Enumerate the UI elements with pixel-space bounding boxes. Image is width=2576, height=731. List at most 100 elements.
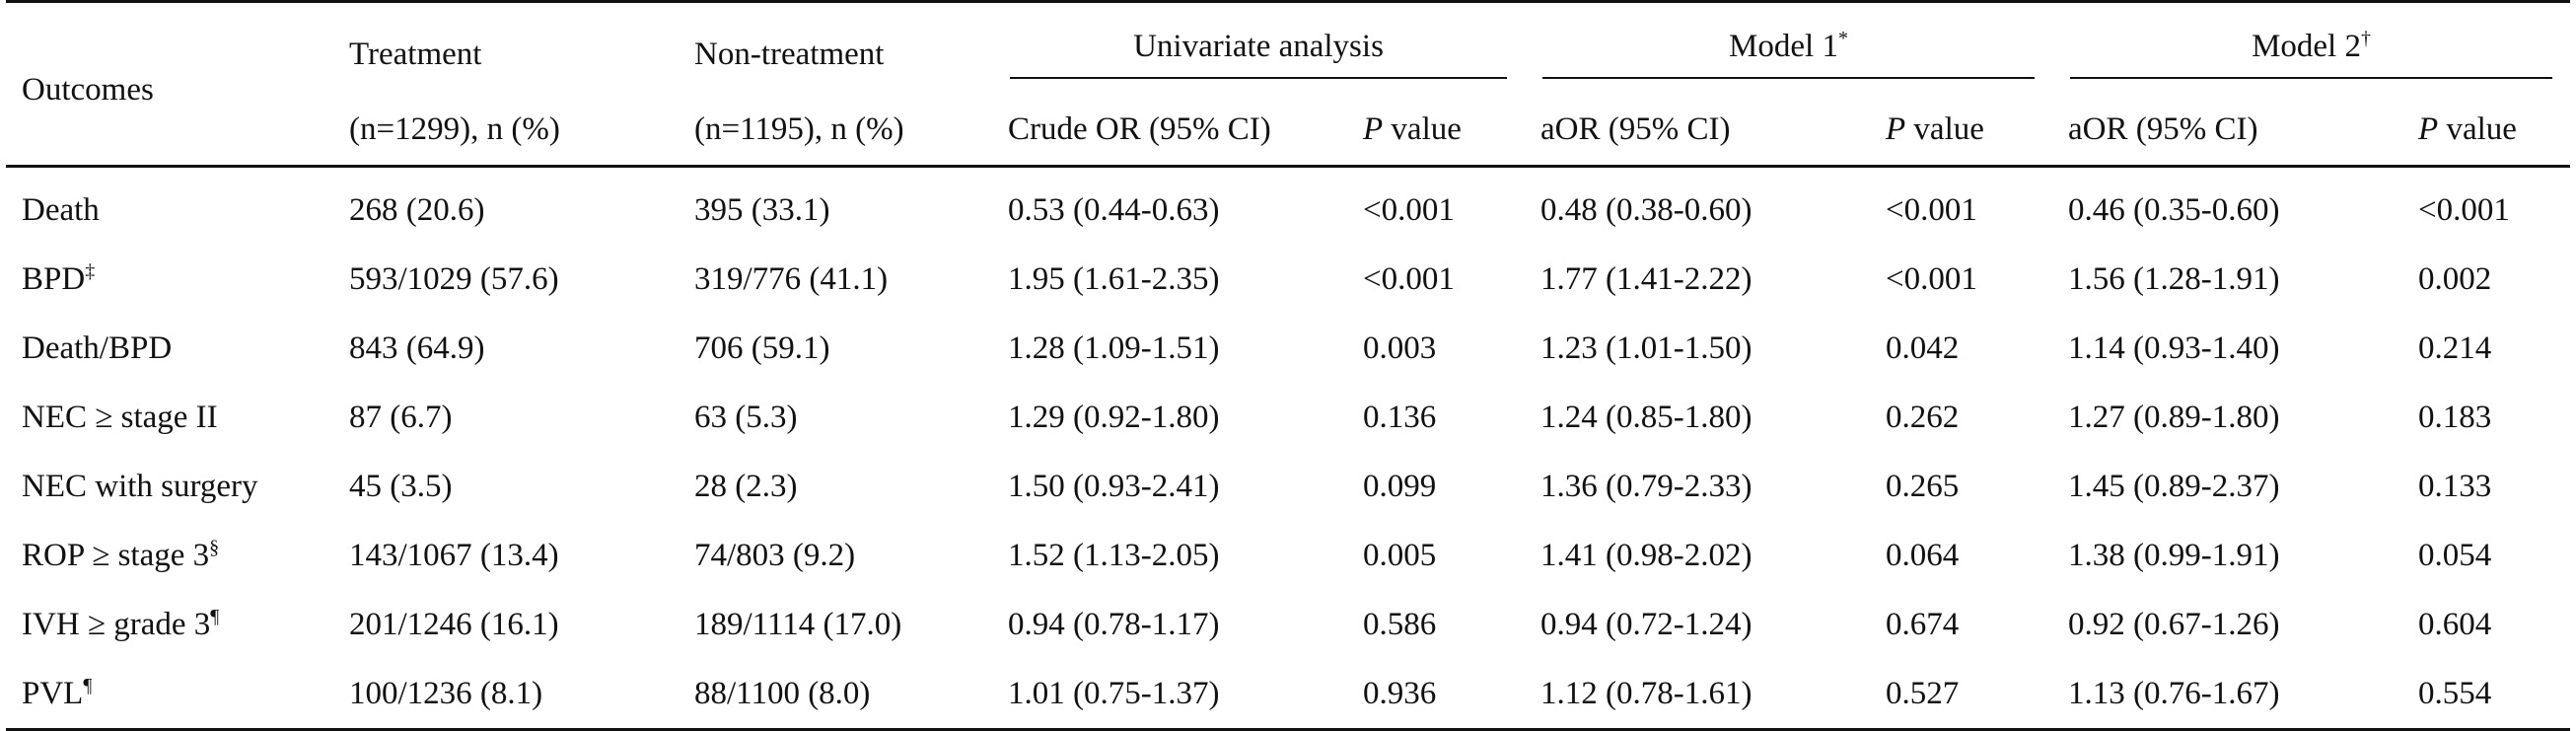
model1-rule xyxy=(1542,76,2036,79)
cell-nontreatment: 88/1100 (8.0) xyxy=(694,675,871,711)
cell-m2-aor: 1.56 (1.28-1.91) xyxy=(2068,260,2280,297)
cell-m2-aor: 1.27 (0.89-1.80) xyxy=(2068,399,2280,435)
cell-outcome: PVL¶ xyxy=(6,659,333,730)
cell-m1-p: 0.674 xyxy=(1886,606,1960,642)
cell-outcome: Death xyxy=(6,167,333,246)
cell-m1-p: 0.064 xyxy=(1886,537,1960,573)
cell-m1-p: <0.001 xyxy=(1886,191,1977,228)
cell-crude-p: 0.003 xyxy=(1363,329,1437,366)
cell-treatment: 268 (20.6) xyxy=(349,191,485,228)
cell-treatment: 843 (64.9) xyxy=(349,329,485,366)
outcome-footnote-mark: ‡ xyxy=(85,259,96,282)
header-nontreatment-line2: (n=1195), n (%) xyxy=(694,110,904,147)
table-row: IVH ≥ grade 3¶ 201/1246 (16.1) 189/1114 … xyxy=(6,590,2570,659)
outcome-label: PVL xyxy=(22,675,84,711)
header-univariate: Univariate analysis xyxy=(992,2,1525,95)
cell-m1-aor: 1.23 (1.01-1.50) xyxy=(1540,329,1753,366)
header-nontreatment-line1: Non-treatment xyxy=(694,36,885,72)
outcome-label: Death xyxy=(22,191,100,228)
cell-treatment: 201/1246 (16.1) xyxy=(349,606,559,642)
cell-m2-aor: 0.92 (0.67-1.26) xyxy=(2068,606,2280,642)
outcome-label: BPD xyxy=(22,260,86,297)
header-treatment-line2: (n=1299), n (%) xyxy=(349,110,560,147)
cell-treatment: 87 (6.7) xyxy=(349,399,453,435)
cell-m2-p: 0.554 xyxy=(2418,675,2492,711)
cell-crude-or: 1.29 (0.92-1.80) xyxy=(1008,399,1220,435)
outcome-label: NEC ≥ stage II xyxy=(22,399,218,435)
cell-nontreatment: 189/1114 (17.0) xyxy=(694,606,902,642)
model2-footnote-mark: † xyxy=(2360,27,2371,49)
cell-m1-aor: 1.41 (0.98-2.02) xyxy=(1540,537,1753,573)
cell-m1-aor: 1.77 (1.41-2.22) xyxy=(1540,260,1753,297)
header-m1-p: P value xyxy=(1870,94,2052,167)
model1-footnote-mark: * xyxy=(1837,27,1848,49)
outcome-footnote-mark: § xyxy=(209,536,220,558)
cell-treatment: 100/1236 (8.1) xyxy=(349,675,543,711)
cell-crude-or: 0.53 (0.44-0.63) xyxy=(1008,191,1220,228)
table-body: Death 268 (20.6) 395 (33.1) 0.53 (0.44-0… xyxy=(6,167,2571,730)
cell-crude-or: 1.01 (0.75-1.37) xyxy=(1008,675,1220,711)
header-m2-aor: aOR (95% CI) xyxy=(2068,110,2258,147)
cell-treatment: 45 (3.5) xyxy=(349,468,453,504)
cell-m2-p: 0.133 xyxy=(2418,468,2492,504)
cell-outcome: NEC ≥ stage II xyxy=(6,383,333,452)
cell-m1-p: 0.042 xyxy=(1886,329,1960,366)
cell-nontreatment: 28 (2.3) xyxy=(694,468,798,504)
cell-m2-aor: 0.46 (0.35-0.60) xyxy=(2068,191,2280,228)
table-row: BPD‡ 593/1029 (57.6) 319/776 (41.1) 1.95… xyxy=(6,245,2570,314)
cell-m1-p: 0.265 xyxy=(1886,468,1960,504)
outcome-label: NEC with surgery xyxy=(22,468,258,504)
model1-label: Model 1* xyxy=(1525,27,2052,63)
table-row: NEC ≥ stage II 87 (6.7) 63 (5.3) 1.29 (0… xyxy=(6,383,2570,452)
outcomes-table: Outcomes Treatment Non-treatment Univari… xyxy=(6,0,2571,731)
cell-m2-aor: 1.14 (0.93-1.40) xyxy=(2068,329,2280,366)
table-row: Death/BPD 843 (64.9) 706 (59.1) 1.28 (1.… xyxy=(6,314,2570,383)
header-model2: Model 2† xyxy=(2052,2,2570,95)
outcome-footnote-mark: ¶ xyxy=(210,605,220,627)
p-value-suffix: value xyxy=(1905,110,1984,147)
cell-crude-or: 1.28 (1.09-1.51) xyxy=(1008,329,1220,366)
outcome-label: IVH ≥ grade 3 xyxy=(22,606,211,642)
header-outcomes: Outcomes xyxy=(6,1,333,168)
cell-outcome: IVH ≥ grade 3¶ xyxy=(6,590,333,659)
cell-outcome: Death/BPD xyxy=(6,314,333,383)
cell-m1-aor: 1.36 (0.79-2.33) xyxy=(1540,468,1753,504)
cell-nontreatment: 319/776 (41.1) xyxy=(694,260,889,297)
cell-crude-p: <0.001 xyxy=(1363,191,1455,228)
cell-nontreatment: 706 (59.1) xyxy=(694,329,830,366)
cell-crude-p: 0.099 xyxy=(1363,468,1437,504)
model2-text: Model 2 xyxy=(2252,28,2361,64)
cell-crude-or: 1.95 (1.61-2.35) xyxy=(1008,260,1220,297)
cell-crude-p: 0.005 xyxy=(1363,537,1437,573)
cell-m1-aor: 0.48 (0.38-0.60) xyxy=(1540,191,1753,228)
cell-m1-aor: 1.12 (0.78-1.61) xyxy=(1540,675,1753,711)
cell-crude-p: 0.936 xyxy=(1363,675,1437,711)
cell-crude-or: 1.52 (1.13-2.05) xyxy=(1008,537,1220,573)
model2-label: Model 2† xyxy=(2052,27,2570,64)
header-crude-or: Crude OR (95% CI) xyxy=(1008,110,1271,147)
cell-crude-p: <0.001 xyxy=(1363,260,1455,297)
cell-outcome: ROP ≥ stage 3§ xyxy=(6,521,333,590)
cell-crude-p: 0.136 xyxy=(1363,399,1437,435)
p-value-suffix: value xyxy=(2438,110,2517,147)
cell-m1-p: 0.262 xyxy=(1886,399,1960,435)
cell-m2-aor: 1.38 (0.99-1.91) xyxy=(2068,537,2280,573)
cell-outcome: NEC with surgery xyxy=(6,452,333,521)
cell-nontreatment: 395 (33.1) xyxy=(694,191,830,228)
cell-m1-p: <0.001 xyxy=(1886,260,1977,297)
cell-m2-p: 0.214 xyxy=(2418,329,2492,366)
p-italic: P xyxy=(2418,110,2439,147)
cell-m2-p: 0.183 xyxy=(2418,399,2492,435)
cell-m2-p: 0.002 xyxy=(2418,260,2492,297)
cell-crude-or: 0.94 (0.78-1.17) xyxy=(1008,606,1220,642)
cell-m2-p: 0.604 xyxy=(2418,606,2492,642)
cell-treatment: 143/1067 (13.4) xyxy=(349,537,559,573)
table-header: Outcomes Treatment Non-treatment Univari… xyxy=(6,1,2571,168)
cell-treatment: 593/1029 (57.6) xyxy=(349,260,559,297)
cell-outcome: BPD‡ xyxy=(6,245,333,314)
p-value-suffix: value xyxy=(1383,110,1462,147)
cell-nontreatment: 74/803 (9.2) xyxy=(694,537,856,573)
cell-m1-aor: 0.94 (0.72-1.24) xyxy=(1540,606,1753,642)
table-row: ROP ≥ stage 3§ 143/1067 (13.4) 74/803 (9… xyxy=(6,521,2570,590)
header-crude-p: P value xyxy=(1347,94,1525,167)
